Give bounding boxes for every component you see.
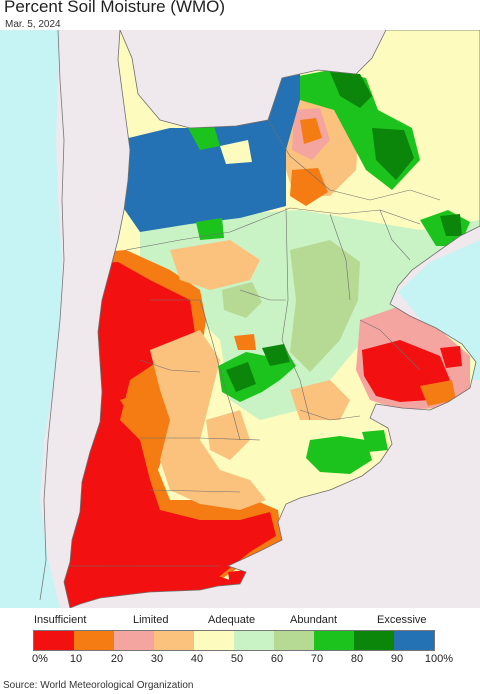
legend-swatch-2 bbox=[114, 631, 154, 650]
legend-tick: 40 bbox=[190, 653, 204, 665]
soil-moisture-map bbox=[0, 30, 480, 608]
legend-tick: 80 bbox=[350, 653, 364, 665]
page-title: Percent Soil Moisture (WMO) bbox=[4, 0, 226, 16]
legend-category-abundant: Abundant bbox=[290, 614, 338, 626]
legend-swatch-0 bbox=[34, 631, 74, 650]
legend-swatch-5 bbox=[234, 631, 274, 650]
legend-tick: 20 bbox=[110, 653, 124, 665]
legend-swatch-9 bbox=[394, 631, 434, 650]
legend-swatch-1 bbox=[74, 631, 114, 650]
legend-category-limited: Limited bbox=[133, 614, 169, 626]
legend-tick: 70 bbox=[310, 653, 324, 665]
source-credit: Source: World Meteorological Organizatio… bbox=[3, 680, 194, 691]
legend-category-labels: Insufficient Limited Adequate Abundant E… bbox=[0, 614, 480, 628]
legend-tick-labels: 0% 10 20 30 40 50 60 70 80 90 100% bbox=[0, 653, 480, 667]
legend-tick: 90 bbox=[390, 653, 404, 665]
legend-swatch-3 bbox=[154, 631, 194, 650]
legend-color-bar bbox=[33, 630, 435, 651]
legend-tick: 60 bbox=[270, 653, 284, 665]
legend-tick: 30 bbox=[150, 653, 164, 665]
legend-category-adequate: Adequate bbox=[208, 614, 256, 626]
legend-tick: 100% bbox=[424, 653, 454, 665]
legend-swatch-4 bbox=[194, 631, 234, 650]
map-date: Mar. 5, 2024 bbox=[5, 19, 61, 30]
legend-category-excessive: Excessive bbox=[377, 614, 427, 626]
legend-swatch-6 bbox=[274, 631, 314, 650]
legend-tick: 10 bbox=[69, 653, 83, 665]
legend-tick: 0% bbox=[32, 653, 48, 665]
legend-swatch-8 bbox=[354, 631, 394, 650]
legend-swatch-7 bbox=[314, 631, 354, 650]
legend-tick: 50 bbox=[230, 653, 244, 665]
legend-category-insufficient: Insufficient bbox=[34, 614, 87, 626]
